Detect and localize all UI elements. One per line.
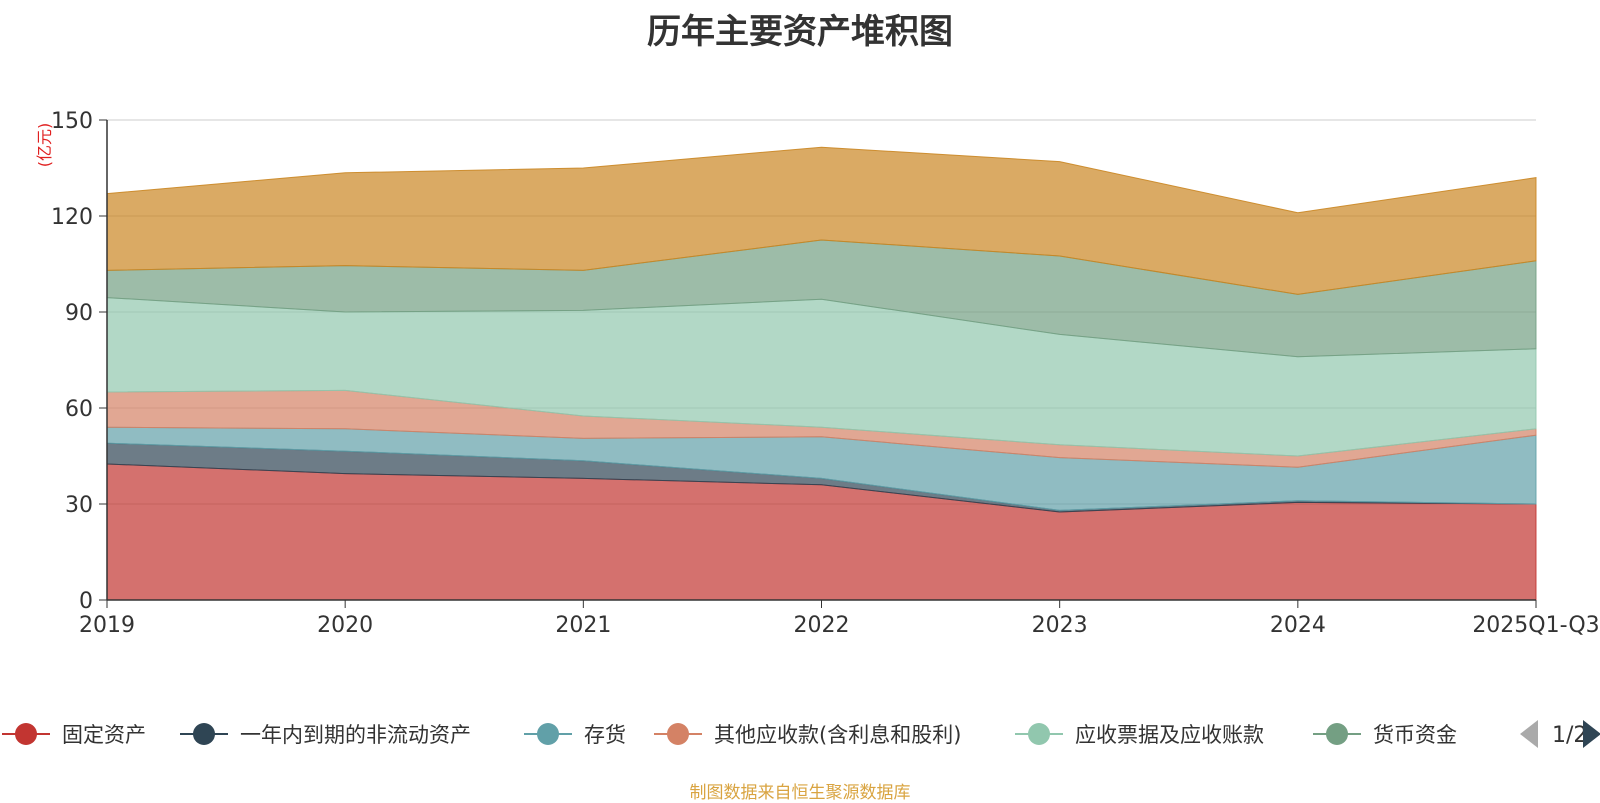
legend-marker [1028, 723, 1050, 745]
legend-marker [537, 723, 559, 745]
y-tick-label: 90 [65, 301, 93, 326]
x-tick-label: 2021 [555, 613, 611, 638]
legend-label: 其他应收款(含利息和股利) [714, 723, 961, 747]
y-tick-label: 120 [51, 205, 93, 230]
area-layer [106, 146, 1537, 601]
legend-label: 存货 [584, 723, 626, 747]
legend-label: 一年内到期的非流动资产 [240, 723, 471, 747]
legend-label: 固定资产 [62, 723, 146, 747]
y-tick-label: 0 [79, 589, 93, 614]
legend-label: 应收票据及应收账款 [1075, 723, 1264, 747]
x-tick-label: 2022 [794, 613, 850, 638]
y-tick-label: 150 [51, 109, 93, 134]
legend-prev-arrow-icon[interactable] [1520, 720, 1538, 748]
x-tick-label: 2024 [1270, 613, 1326, 638]
x-tick-label: 2025Q1-Q3 [1472, 613, 1599, 638]
source-note: 制图数据来自恒生聚源数据库 [689, 783, 911, 803]
x-tick-label: 2023 [1032, 613, 1088, 638]
axis-layer: 0 30 60 90 120 150 2019 2020 2021 2022 2023 2024 202… [35, 109, 1600, 638]
y-tick-label: 30 [65, 493, 93, 518]
legend-marker [1326, 723, 1348, 745]
chart-title: 历年主要资产堆积图 [647, 12, 953, 52]
legend-marker [15, 723, 37, 745]
x-tick-label: 2019 [79, 613, 135, 638]
legend-next-arrow-icon[interactable] [1583, 720, 1600, 748]
x-tick-label: 2020 [317, 613, 373, 638]
y-tick-label: 60 [65, 397, 93, 422]
legend-item-4[interactable]: 应收票据及应收账款 [1015, 723, 1264, 747]
legend-item-2[interactable]: 存货 [524, 723, 626, 747]
legend-marker [667, 723, 689, 745]
legend-item-3[interactable]: 其他应收款(含利息和股利) [654, 723, 961, 747]
legend-page-indicator: 1/2 [1552, 723, 1587, 748]
area-series-6 [106, 146, 1537, 295]
legend-item-1[interactable]: 一年内到期的非流动资产 [180, 723, 471, 747]
legend-label: 货币资金 [1373, 723, 1457, 747]
legend-marker [193, 723, 215, 745]
legend-item-5[interactable]: 货币资金 [1313, 723, 1457, 747]
legend-item-0[interactable]: 固定资产 [2, 723, 146, 747]
legend-layer: 固定资产 一年内到期的非流动资产 存货 其他应收款(含利息和股利) 应收票据及应收账款 货… [2, 720, 1600, 748]
y-axis-unit-label: (亿元) [35, 123, 54, 168]
